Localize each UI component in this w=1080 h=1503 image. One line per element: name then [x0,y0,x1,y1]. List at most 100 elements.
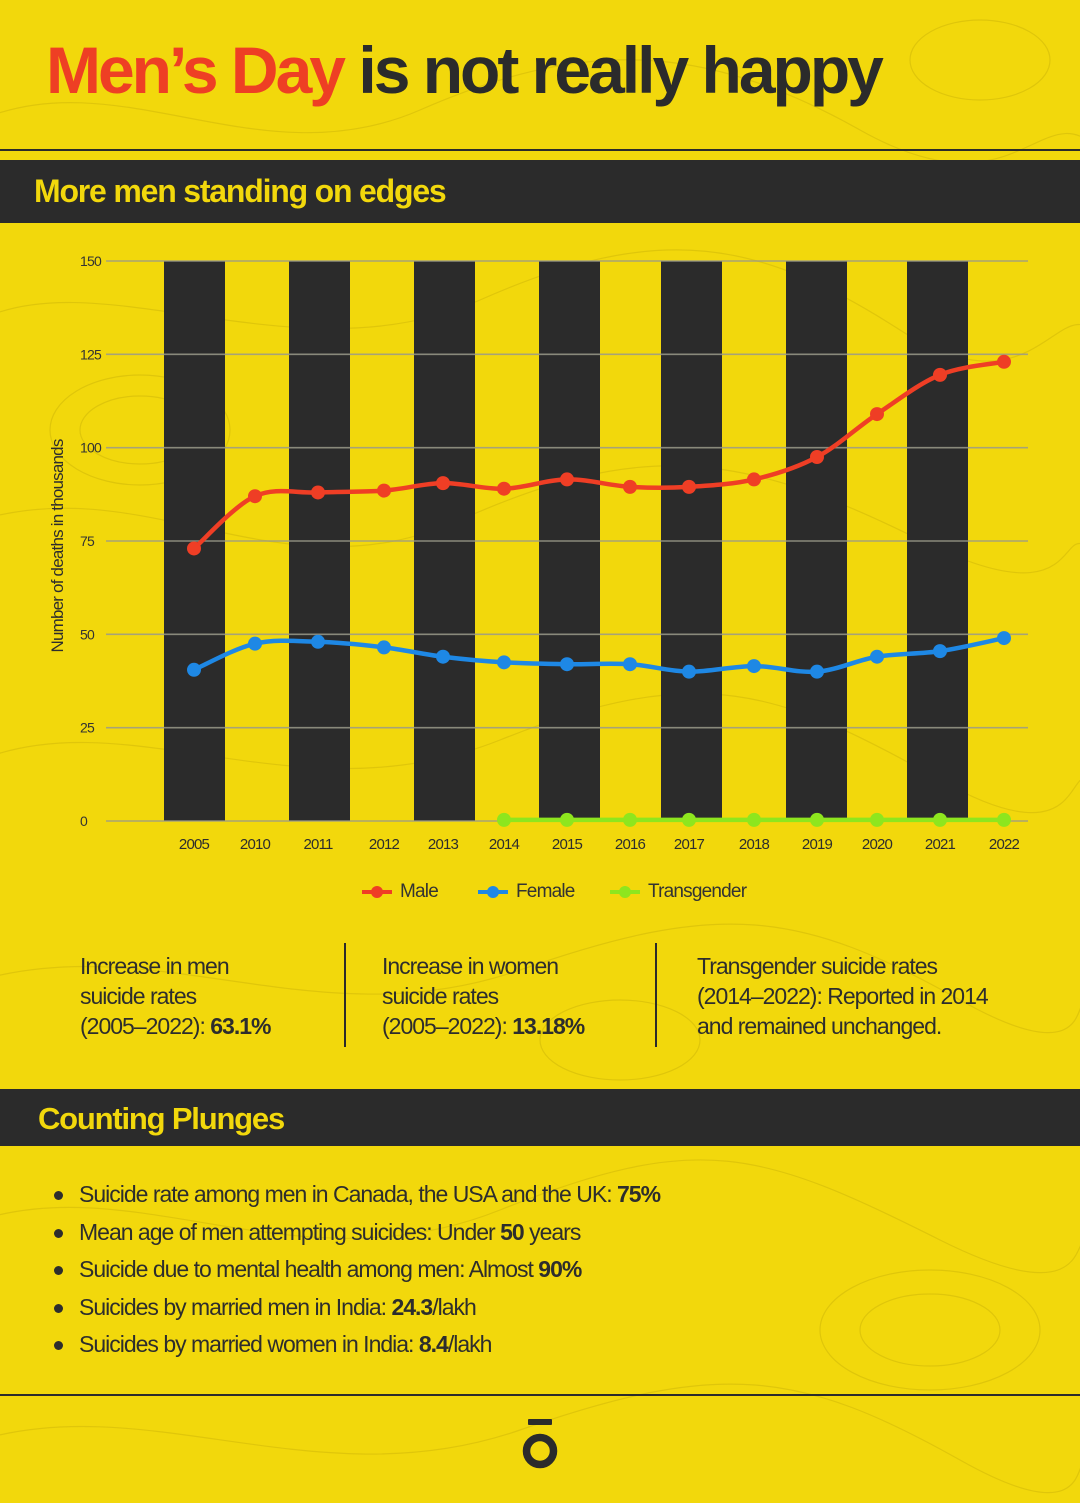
data-point-male [747,472,761,487]
stat-line: (2005–2022): [80,1013,211,1039]
x-tick-label: 2021 [925,836,956,853]
y-tick-label: 50 [80,626,95,642]
stat-line: (2005–2022): [382,1013,513,1039]
bottom-divider [0,1394,1080,1396]
fact-label: Suicides by married women in India: [79,1331,419,1357]
section-header-trend: More men standing on edges [0,160,1080,223]
fact-label: Mean age of men attempting suicides: Und… [79,1218,501,1245]
data-point-female [810,664,824,679]
data-point-transgender [560,812,574,827]
data-point-male [997,354,1011,369]
data-point-transgender [997,812,1011,827]
data-point-transgender [623,812,637,827]
y-tick-label: 125 [80,346,102,362]
legend-item-male: Male [362,878,439,906]
x-tick-label: 2016 [615,836,646,853]
x-tick-label: 2012 [369,836,400,853]
list-item: Suicides by married women in India: 8.4/… [52,1326,660,1364]
data-point-transgender [933,812,947,827]
stat-line: suicide rates [382,983,499,1009]
y-axis-label: Number of deaths in thousands [48,439,67,652]
stat-line: Increase in men [80,953,230,979]
data-point-female [623,657,637,672]
data-point-male [933,367,947,382]
y-tick-label: 75 [80,533,95,549]
fact-value: 24.3 [391,1293,433,1320]
stat-value-men: 63.1% [210,1013,271,1039]
x-tick-label: 2010 [240,836,271,853]
data-point-transgender [747,812,761,827]
stat-men-increase: Increase in men suicide rates (2005–2022… [80,951,271,1041]
fact-value: 50 [500,1218,525,1245]
data-point-male [623,479,637,494]
stat-line: Transgender suicide rates [697,953,938,979]
data-point-female [682,664,696,679]
data-point-male [560,472,574,487]
data-point-female [747,659,761,674]
x-tick-label: 2013 [428,836,459,853]
fact-value: 90% [538,1256,582,1282]
x-tick-label: 2014 [489,836,520,853]
data-point-male [311,485,325,500]
x-tick-label: 2015 [552,836,583,853]
stat-transgender: Transgender suicide rates (2014–2022): R… [697,951,989,1041]
fact-suffix: years [523,1218,581,1245]
stat-line: suicide rates [80,983,197,1009]
data-point-female [436,649,450,664]
data-point-transgender [810,812,824,827]
data-point-male [870,407,884,422]
page-headline: Men’s Day is not really happy [46,30,884,110]
stat-value-women: 13.18% [512,1013,585,1039]
legend-item-female: Female [478,878,575,906]
legend-marker-male [362,886,392,898]
fact-suffix: /lakh [432,1293,477,1320]
legend-marker-female [478,886,508,898]
data-point-male [682,479,696,494]
data-point-female [560,657,574,672]
legend-item-transgender: Transgender [610,878,747,906]
legend-label-transgender: Transgender [648,881,747,902]
stat-line: Increase in women [382,953,559,979]
data-point-female [997,631,1011,646]
x-tick-label: 2022 [989,836,1020,853]
stat-line: and remained unchanged. [697,1013,942,1039]
data-point-female [311,634,325,649]
y-tick-label: 0 [80,813,88,829]
y-tick-label: 25 [80,720,95,736]
fact-suffix: /lakh [447,1331,493,1357]
fact-label: Suicide rate among men in Canada, the US… [79,1181,617,1207]
data-point-male [187,541,201,556]
fact-value: 75% [616,1181,661,1207]
list-item: Suicide due to mental health among men: … [52,1251,660,1289]
data-point-male [377,483,391,498]
fact-value: 8.4 [418,1331,449,1357]
y-tick-label: 100 [80,440,102,456]
fact-label: Suicide due to mental health among men: … [79,1256,539,1282]
data-point-male [497,481,511,496]
data-point-female [933,644,947,659]
data-point-female [248,636,262,651]
x-tick-label: 2017 [674,836,705,853]
headline-accent: Men’s Day [46,33,346,107]
x-tick-label: 2011 [303,836,333,853]
data-point-male [810,450,824,464]
list-item: Mean age of men attempting suicides: Und… [52,1214,660,1252]
legend-label-male: Male [400,881,439,902]
data-point-transgender [497,812,511,827]
x-tick-label: 2005 [179,836,210,853]
data-point-female [377,640,391,655]
suicide-trend-chart: 0 25 50 75 100 125 150 Number of deaths in thou… [48,253,1028,853]
data-point-female [870,649,884,664]
data-point-male [248,489,262,504]
data-point-female [497,655,511,670]
x-tick-label: 2018 [739,836,770,853]
stat-women-increase: Increase in women suicide rates (2005–20… [382,951,585,1041]
section-header-plunges: Counting Plunges [0,1089,1080,1146]
x-tick-label: 2019 [802,836,833,853]
data-point-female [187,662,201,677]
legend-label-female: Female [516,881,575,902]
list-item: Suicide rate among men in Canada, the US… [52,1176,661,1214]
data-point-transgender [870,812,884,827]
stat-separator [655,943,657,1047]
brand-logo-icon [522,1419,558,1469]
